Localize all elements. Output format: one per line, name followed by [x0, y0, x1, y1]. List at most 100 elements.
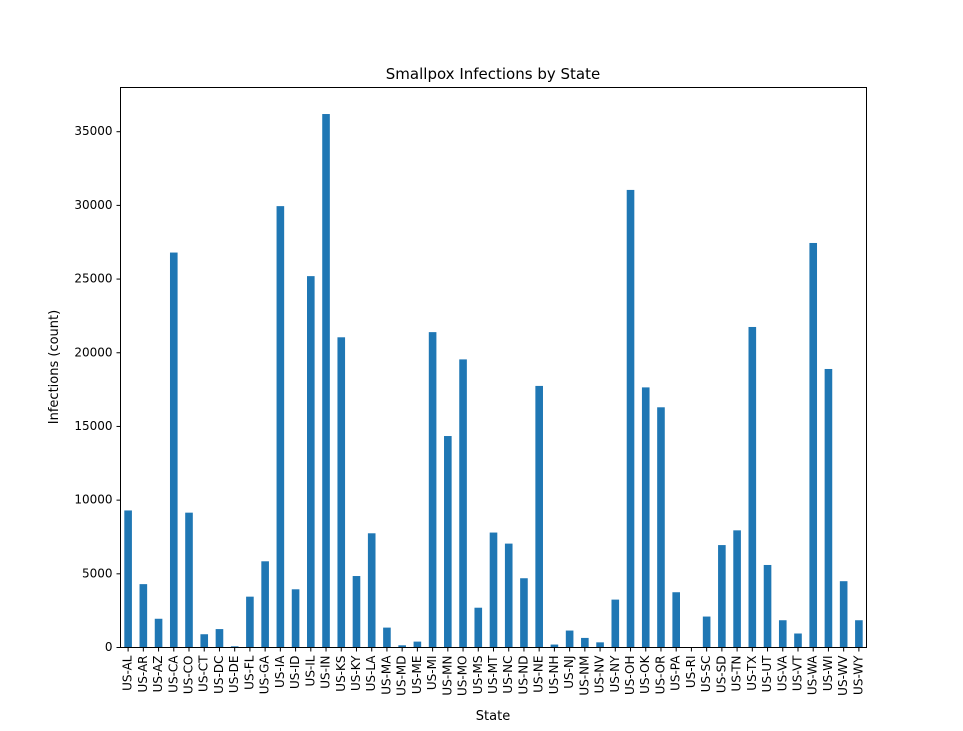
- x-tick-label: US-OK: [638, 654, 652, 694]
- bar-us-pa: [672, 592, 680, 647]
- x-axis-label: State: [476, 709, 510, 724]
- x-tick-label: US-NH: [547, 656, 561, 695]
- bar-us-wa: [809, 243, 817, 648]
- x-tick-label: US-GA: [258, 655, 272, 694]
- y-tick-label: 15000: [74, 419, 112, 433]
- x-tick-label: US-CA: [166, 655, 180, 693]
- bar-us-la: [368, 533, 376, 647]
- bar-us-sd: [718, 545, 726, 647]
- y-tick-label: 35000: [74, 124, 112, 138]
- bar-us-ne: [535, 386, 543, 648]
- x-tick-label: US-WV: [836, 655, 850, 696]
- x-tick-label: US-AR: [136, 656, 150, 693]
- x-tick-label: US-NJ: [562, 656, 576, 689]
- bar-us-fl: [246, 597, 254, 648]
- bar-us-oh: [627, 190, 635, 648]
- x-tick-label: US-SD: [714, 656, 728, 694]
- x-tick-label: US-VT: [790, 655, 804, 691]
- bar-us-nc: [505, 544, 513, 648]
- bar-us-in: [322, 114, 330, 647]
- bar-us-nv: [596, 642, 604, 647]
- x-tick-label: US-CT: [197, 655, 211, 692]
- bar-us-va: [779, 620, 787, 647]
- x-tick-label: US-PA: [669, 655, 683, 691]
- x-tick-label: US-NV: [593, 655, 607, 694]
- x-tick-label: US-MO: [456, 656, 470, 697]
- bar-us-ma: [383, 628, 391, 648]
- x-tick-label: US-MS: [471, 656, 485, 695]
- x-tick-label: US-OR: [653, 656, 667, 695]
- x-tick-label: US-WY: [851, 655, 865, 695]
- x-tick-label: US-TN: [730, 656, 744, 692]
- bar-us-wy: [855, 620, 863, 647]
- bar-us-ms: [474, 608, 482, 648]
- x-tick-label: US-NE: [532, 656, 546, 693]
- bar-us-ut: [764, 565, 772, 648]
- x-tick-label: US-WA: [806, 655, 820, 695]
- bar-us-il: [307, 276, 315, 647]
- bar-us-nm: [581, 638, 589, 648]
- x-tick-label: US-MD: [395, 656, 409, 696]
- bar-us-az: [155, 619, 163, 648]
- x-tick-label: US-TX: [745, 656, 759, 691]
- x-tick-label: US-MN: [440, 656, 454, 696]
- x-tick-label: US-IA: [273, 655, 287, 688]
- x-tick-label: US-SC: [699, 656, 713, 693]
- x-tick-label: US-NM: [577, 656, 591, 696]
- x-tick-label: US-AZ: [151, 656, 165, 693]
- bar-us-ky: [353, 576, 361, 647]
- bar-us-or: [657, 407, 665, 647]
- x-tick-label: US-KY: [349, 655, 363, 691]
- chart-title: Smallpox Infections by State: [386, 65, 600, 83]
- y-tick-label: 25000: [74, 272, 112, 286]
- bar-us-mo: [459, 359, 467, 647]
- bar-us-mt: [490, 533, 498, 648]
- bar-us-id: [292, 589, 300, 647]
- bar-us-wi: [825, 369, 833, 648]
- y-tick-label: 0: [105, 640, 113, 654]
- bar-us-tx: [749, 327, 757, 648]
- x-tick-label: US-MA: [379, 655, 393, 695]
- bar-us-ca: [170, 253, 178, 648]
- bar-us-mi: [429, 332, 437, 647]
- x-tick-label: US-VA: [775, 655, 789, 691]
- x-tick-label: US-ND: [516, 656, 530, 695]
- x-tick-label: US-ID: [288, 656, 302, 690]
- bar-us-al: [124, 510, 132, 647]
- bar-us-wv: [840, 581, 848, 647]
- bar-us-ia: [277, 206, 285, 647]
- x-tick-label: US-RI: [684, 656, 698, 689]
- bar-us-ar: [140, 584, 148, 647]
- x-tick-label: US-FL: [242, 655, 256, 690]
- bar-us-vt: [794, 634, 802, 648]
- x-tick-label: US-DE: [227, 656, 241, 694]
- bar-us-ks: [337, 337, 345, 647]
- x-tick-label: US-DC: [212, 656, 226, 694]
- y-axis-label: Infections (count): [47, 310, 62, 424]
- x-tick-label: US-LA: [364, 655, 378, 692]
- x-tick-label: US-UT: [760, 655, 774, 693]
- bar-us-ok: [642, 387, 650, 647]
- bar-us-ct: [200, 634, 208, 647]
- bar-us-mn: [444, 436, 452, 647]
- x-tick-label: US-ME: [410, 656, 424, 695]
- x-tick-label: US-MT: [486, 655, 500, 694]
- x-tick-label: US-IN: [319, 656, 333, 689]
- bars-group: [124, 114, 862, 647]
- bar-us-nj: [566, 631, 574, 648]
- x-tick-label: US-IL: [303, 655, 317, 686]
- x-tick-label: US-OH: [623, 656, 637, 696]
- bar-us-co: [185, 513, 193, 648]
- x-tick-label: US-CO: [182, 656, 196, 695]
- x-tick-label: US-AL: [121, 655, 135, 691]
- bar-us-ga: [261, 561, 269, 647]
- x-tick-label: US-NC: [501, 656, 515, 694]
- y-tick-label: 30000: [74, 198, 112, 212]
- bar-us-ny: [611, 600, 619, 648]
- bar-us-sc: [703, 617, 711, 648]
- x-tick-label: US-NY: [608, 655, 622, 693]
